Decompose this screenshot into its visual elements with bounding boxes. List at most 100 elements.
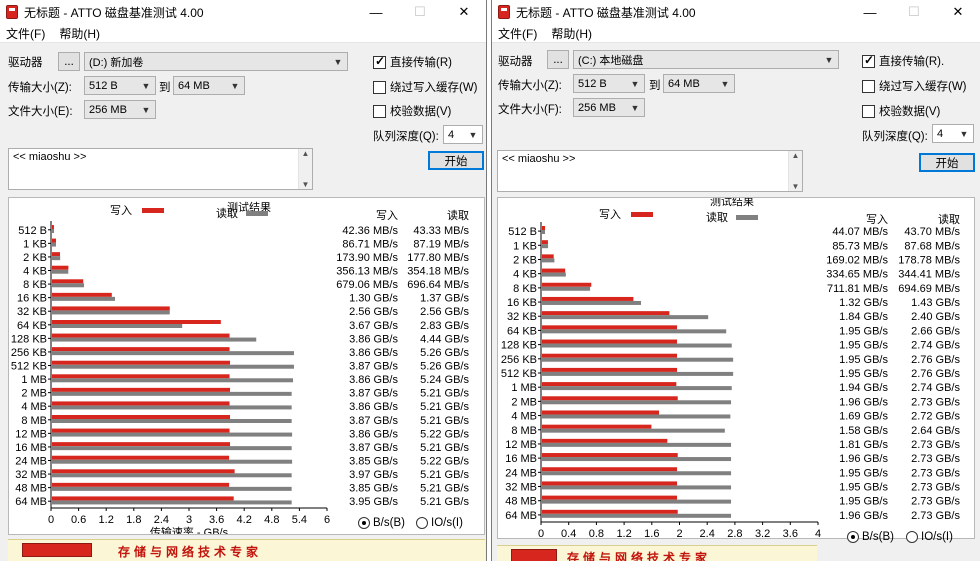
close-icon[interactable]: ✕ <box>952 4 964 19</box>
verify-data-label: 校验数据(V) <box>390 106 452 118</box>
transfer-to-select[interactable]: 64 MB ▼ <box>663 74 735 93</box>
x-tick-label: 3.2 <box>755 528 770 538</box>
verify-data-checkbox[interactable]: 校验数据(V) <box>862 103 940 119</box>
atto-logo <box>511 549 557 561</box>
read-value-label: 696.64 MB/s <box>407 279 469 291</box>
start-button[interactable]: 开始 <box>919 153 975 172</box>
queue-depth-select[interactable]: 4 ▼ <box>443 125 483 144</box>
browse-button[interactable]: ... <box>547 50 569 69</box>
write-value-label: 85.73 MB/s <box>832 240 888 252</box>
chevron-down-icon: ▼ <box>141 80 151 91</box>
scroll-down-icon[interactable]: ▼ <box>791 182 800 191</box>
bypass-write-cache-checkbox[interactable]: 绕过写入缓存(W) <box>373 79 478 95</box>
y-tick-label: 1 MB <box>511 382 537 394</box>
read-bar <box>542 371 734 376</box>
transfer-to-select[interactable]: 64 MB ▼ <box>173 76 245 95</box>
title-bar[interactable]: 无标题 - ATTO 磁盘基准测试 4.00 — ☐ ✕ <box>0 0 486 24</box>
read-value-label: 43.70 MB/s <box>904 226 960 238</box>
write-value-label: 679.06 MB/s <box>336 279 398 291</box>
read-bar <box>542 442 732 447</box>
write-value-label: 334.65 MB/s <box>826 269 888 281</box>
bypass-write-cache-checkbox[interactable]: 绕过写入缓存(W) <box>862 78 967 94</box>
write-bar <box>542 424 652 429</box>
unit-bs-radio[interactable]: B/s(B) <box>847 531 894 543</box>
write-value-label: 1.69 GB/s <box>839 411 888 423</box>
y-tick-label: 32 MB <box>15 469 47 481</box>
description-field[interactable]: << miaoshu >> ▲ ▼ <box>497 150 803 192</box>
app-icon <box>6 5 18 19</box>
browse-button[interactable]: ... <box>58 52 80 71</box>
scroll-up-icon[interactable]: ▲ <box>301 149 310 158</box>
write-bar <box>52 347 230 352</box>
y-tick-label: 32 KB <box>507 311 537 323</box>
legend-write-swatch <box>142 208 164 213</box>
scrollbar[interactable]: ▲ ▼ <box>298 149 312 189</box>
write-value-label: 1.95 GB/s <box>839 482 888 494</box>
title-bar[interactable]: 无标题 - ATTO 磁盘基准测试 4.00 — ☐ ✕ <box>492 0 980 24</box>
unit-bs-radio[interactable]: B/s(B) <box>358 517 405 529</box>
direct-io-label: 直接传输(R) <box>390 57 452 69</box>
start-button[interactable]: 开始 <box>428 151 484 170</box>
read-bar <box>52 391 292 396</box>
y-tick-label: 512 B <box>18 225 47 237</box>
description-text: << miaoshu >> <box>13 151 87 163</box>
x-tick-label: 2.8 <box>727 528 742 538</box>
y-tick-label: 48 MB <box>505 496 537 508</box>
write-bar <box>542 311 670 316</box>
scroll-up-icon[interactable]: ▲ <box>791 151 800 160</box>
minimize-icon[interactable]: — <box>369 4 383 20</box>
write-bar <box>542 268 566 273</box>
read-bar <box>52 242 57 247</box>
chevron-down-icon: ▼ <box>230 80 240 91</box>
menu-help[interactable]: 帮助(H) <box>551 26 592 41</box>
write-value-label: 3.97 GB/s <box>349 469 398 481</box>
x-tick-label: 3.6 <box>209 514 224 526</box>
x-tick-label: 3 <box>186 514 192 526</box>
unit-ios-radio[interactable]: IO/s(I) <box>906 531 953 543</box>
unit-bs-label: B/s(B) <box>373 517 405 529</box>
y-tick-label: 2 MB <box>21 388 47 400</box>
file-size-select[interactable]: 256 MB ▼ <box>84 100 156 119</box>
drive-select[interactable]: (D:) 新加卷 ▼ <box>84 52 348 71</box>
window-title: 无标题 - ATTO 磁盘基准测试 4.00 <box>516 5 696 20</box>
write-bar <box>542 353 678 358</box>
transfer-from-select[interactable]: 512 B ▼ <box>84 76 156 95</box>
y-tick-label: 256 KB <box>501 354 537 366</box>
ad-banner[interactable]: 存储与网络技术专家 <box>497 545 817 561</box>
direct-io-label: 直接传输(R). <box>879 56 945 68</box>
direct-io-checkbox[interactable]: 直接传输(R). <box>862 53 944 69</box>
x-tick-label: 0.6 <box>71 514 86 526</box>
checkbox-checked-icon <box>862 53 875 68</box>
write-bar <box>542 410 660 415</box>
menu-help[interactable]: 帮助(H) <box>59 26 100 41</box>
read-bar <box>542 230 546 234</box>
read-bar <box>542 244 549 249</box>
drive-select[interactable]: (C:) 本地磁盘 ▼ <box>573 50 839 69</box>
write-value-label: 169.02 MB/s <box>826 254 888 266</box>
x-tick-label: 3.6 <box>783 528 798 538</box>
x-tick-label: 2.4 <box>154 514 169 526</box>
close-icon[interactable]: ✕ <box>458 4 470 19</box>
write-bar <box>52 455 230 460</box>
y-tick-label: 16 MB <box>505 453 537 465</box>
file-size-select[interactable]: 256 MB ▼ <box>573 98 645 117</box>
x-tick-label: 0 <box>48 514 54 526</box>
read-bar <box>52 405 292 410</box>
scroll-down-icon[interactable]: ▼ <box>301 180 310 189</box>
description-field[interactable]: << miaoshu >> ▲ ▼ <box>8 148 313 190</box>
transfer-from-select[interactable]: 512 B ▼ <box>573 74 645 93</box>
write-bar <box>52 333 230 338</box>
unit-ios-radio[interactable]: IO/s(I) <box>416 517 463 529</box>
menu-file[interactable]: 文件(F) <box>6 26 46 41</box>
read-value-label: 2.74 GB/s <box>911 382 960 394</box>
ad-banner[interactable]: 存储与网络技术专家 <box>8 539 485 561</box>
menu-file[interactable]: 文件(F) <box>498 26 538 41</box>
read-bar <box>52 269 69 274</box>
verify-data-checkbox[interactable]: 校验数据(V) <box>373 103 451 119</box>
direct-io-checkbox[interactable]: 直接传输(R) <box>373 54 452 70</box>
write-value-label: 1.81 GB/s <box>839 439 888 451</box>
scrollbar[interactable]: ▲ ▼ <box>788 151 802 191</box>
read-bar <box>52 351 294 356</box>
minimize-icon[interactable]: — <box>863 4 877 20</box>
queue-depth-select[interactable]: 4 ▼ <box>932 124 974 143</box>
